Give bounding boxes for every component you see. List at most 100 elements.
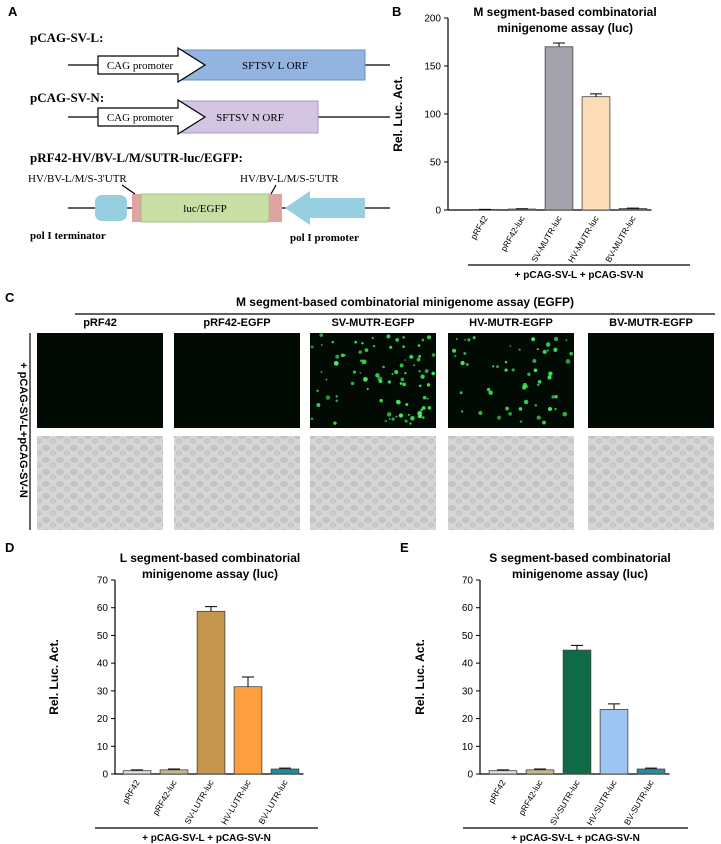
fluorescent-cell bbox=[325, 395, 331, 400]
fluorescent-cell bbox=[375, 373, 380, 378]
fluorescent-cell bbox=[431, 353, 436, 357]
fluorescent-cell bbox=[319, 333, 324, 337]
fluorescent-cell bbox=[404, 359, 406, 361]
fluorescent-cell bbox=[426, 335, 432, 340]
fluorescent-cell bbox=[508, 411, 512, 416]
fluorescent-cell bbox=[360, 359, 363, 363]
y-tick-label: 0 bbox=[102, 770, 108, 781]
y-tick-label: 70 bbox=[462, 576, 474, 587]
fluorescent-cell bbox=[394, 369, 399, 375]
fluorescent-cell bbox=[386, 334, 391, 339]
y-tick-label: 60 bbox=[97, 603, 109, 614]
terminator-box bbox=[95, 195, 127, 221]
fluorescent-cell bbox=[554, 407, 557, 411]
utr-label: HV/BV-L/M/S-5'UTR bbox=[240, 173, 339, 185]
fluorescent-cell bbox=[417, 410, 423, 416]
y-axis-label: Rel. Luc. Act. bbox=[413, 639, 427, 715]
bar bbox=[270, 768, 300, 775]
fluorescent-cell bbox=[421, 338, 425, 342]
error-bar bbox=[168, 768, 180, 770]
fluorescent-cell bbox=[527, 372, 531, 376]
x-tick-label: pRF42-luc bbox=[516, 777, 545, 817]
fluorescent-cell bbox=[455, 338, 458, 340]
fluorescent-cell bbox=[472, 336, 476, 340]
error-bar bbox=[279, 767, 291, 770]
y-tick-label: 10 bbox=[462, 742, 474, 753]
fluorescent-cell bbox=[427, 406, 432, 410]
fluorescent-cell bbox=[377, 376, 383, 382]
fluorescent-cell bbox=[391, 417, 395, 421]
fluorescent-cell bbox=[316, 389, 319, 392]
fluorescent-cell bbox=[534, 403, 538, 407]
error-bar bbox=[205, 606, 217, 612]
x-tick-label: SV-SUTR-luc bbox=[548, 777, 582, 826]
bar bbox=[488, 770, 518, 775]
terminator-label: pol I terminator bbox=[30, 230, 106, 242]
fluorescent-cell bbox=[418, 370, 421, 373]
fluorescent-cell bbox=[407, 413, 410, 416]
y-tick-label: 100 bbox=[424, 110, 441, 121]
fluorescent-cell bbox=[350, 381, 355, 386]
bar bbox=[233, 686, 263, 775]
y-tick-label: 30 bbox=[462, 686, 474, 697]
fluorescence-image bbox=[588, 333, 714, 428]
y-tick-label: 20 bbox=[97, 714, 109, 725]
row-label: + pCAG-SV-L+pCAG-SV-N bbox=[17, 362, 29, 498]
fluorescent-cell bbox=[504, 360, 508, 364]
x-tick-label: BV-LUTR-luc bbox=[256, 777, 290, 826]
fluorescent-cell bbox=[405, 403, 409, 407]
fluorescent-cell bbox=[522, 385, 527, 390]
fluorescent-cell bbox=[478, 410, 483, 416]
fluorescent-cell bbox=[316, 403, 321, 407]
bar bbox=[581, 96, 611, 211]
fluorescent-cell bbox=[310, 417, 314, 421]
fluorescent-cell bbox=[548, 371, 553, 376]
column-label: pRF42-EGFP bbox=[203, 317, 270, 329]
fluorescent-cell bbox=[320, 370, 323, 374]
construct-diagram: pCAG-SV-L: CAG promoter SFTSV L ORF pCAG… bbox=[28, 30, 390, 244]
promoter-label: CAG promoter bbox=[107, 112, 174, 124]
fluorescent-cell bbox=[511, 368, 515, 372]
fluorescent-cell bbox=[536, 415, 541, 420]
fluorescent-cell bbox=[454, 354, 457, 358]
y-axis-label: Rel. Luc. Act. bbox=[391, 76, 405, 152]
fluorescent-cell bbox=[333, 421, 337, 425]
fluorescent-cell bbox=[497, 415, 502, 420]
fluorescent-cell bbox=[404, 419, 408, 423]
fluorescent-cell bbox=[418, 384, 422, 388]
fluorescent-cell bbox=[431, 371, 436, 376]
fluorescent-cell bbox=[402, 382, 407, 387]
chart-title: L segment-based combinatorial bbox=[120, 551, 301, 565]
x-tick-label: BV-SUTR-luc bbox=[622, 777, 656, 826]
fluorescent-cell bbox=[395, 415, 398, 418]
fluorescent-cell bbox=[331, 340, 335, 344]
panel-letter: C bbox=[5, 290, 15, 305]
fluorescent-cell bbox=[460, 360, 465, 366]
x-axis-label: + pCAG-SV-L + pCAG-SV-N bbox=[515, 270, 644, 281]
error-bar bbox=[645, 767, 657, 770]
fluorescent-cell bbox=[424, 369, 429, 374]
fluorescent-cell bbox=[417, 344, 421, 347]
fluorescent-cell bbox=[421, 406, 426, 410]
error-bar bbox=[571, 644, 583, 651]
fluorescent-cell bbox=[547, 406, 553, 412]
panel-letter: D bbox=[5, 540, 14, 555]
y-tick-label: 60 bbox=[462, 603, 474, 614]
fluorescent-cell bbox=[531, 337, 536, 342]
error-bar bbox=[608, 703, 620, 710]
chart-title: minigenome assay (luc) bbox=[497, 21, 633, 35]
fluorescent-cell bbox=[492, 365, 495, 368]
fluorescent-cell bbox=[340, 353, 345, 358]
imaging-panel: M segment-based combinatorial minigenome… bbox=[17, 295, 715, 530]
x-tick-label: pRF42-luc bbox=[498, 213, 527, 253]
fluorescent-cell bbox=[363, 376, 368, 382]
bar bbox=[122, 770, 152, 775]
construct-label: pCAG-SV-N: bbox=[30, 90, 104, 105]
fluorescent-cell bbox=[547, 349, 549, 352]
utr-box bbox=[132, 194, 141, 222]
fluorescent-cell bbox=[395, 338, 400, 342]
bar bbox=[159, 769, 189, 775]
pol-i-promoter-arrow bbox=[285, 191, 365, 225]
fluorescent-cell bbox=[361, 342, 364, 345]
fluorescent-cell bbox=[371, 337, 374, 339]
